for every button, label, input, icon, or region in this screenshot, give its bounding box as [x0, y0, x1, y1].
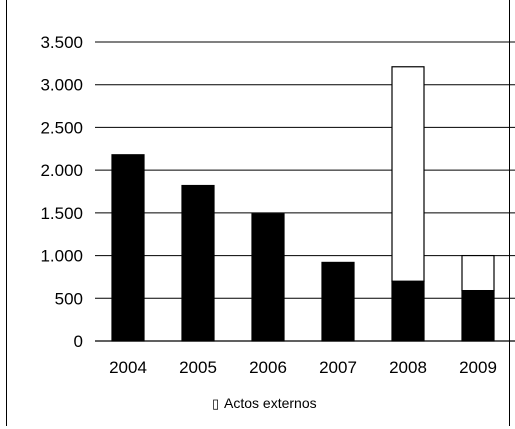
- bar-2009-series-0: [461, 289, 495, 342]
- bar-2008-series-0: [391, 280, 425, 342]
- bar-2006-series-0: [251, 213, 285, 342]
- bar-2007-series-0: [321, 261, 355, 342]
- y-tick-label: 500: [55, 289, 83, 308]
- bar-2008-series-1: [391, 66, 425, 282]
- x-tick-labels: 2004 2005 2006 2007 2008 2009: [109, 358, 497, 377]
- gridlines: [95, 41, 515, 342]
- y-tick-label: 0: [74, 332, 83, 351]
- x-tick-label: 2006: [249, 358, 287, 377]
- y-tick-label: 1.500: [40, 204, 83, 223]
- bar-2005-series-0: [181, 184, 215, 342]
- x-tick-label: 2007: [319, 358, 357, 377]
- legend-marker: ▯: [212, 396, 219, 411]
- legend-entry-actos-externos: Actos externos: [224, 395, 317, 411]
- legend: ▯ Actos externos: [212, 395, 317, 411]
- x-tick-label: 2005: [179, 358, 217, 377]
- bar-2009-series-1: [461, 254, 495, 292]
- y-tick-label: 2.000: [40, 161, 83, 180]
- y-tick-label: 2.500: [40, 118, 83, 137]
- y-tick-label: 1.000: [40, 247, 83, 266]
- y-tick-label: 3.000: [40, 76, 83, 95]
- y-tick-labels: 0 500 1.000 1.500 2.000 2.500 3.000 3.500: [40, 33, 83, 351]
- x-tick-label: 2009: [459, 358, 497, 377]
- bars: [95, 66, 515, 342]
- x-tick-label: 2008: [389, 358, 427, 377]
- x-tick-label: 2004: [109, 358, 147, 377]
- y-tick-label: 3.500: [40, 33, 83, 52]
- bar-2004-series-0: [111, 154, 145, 342]
